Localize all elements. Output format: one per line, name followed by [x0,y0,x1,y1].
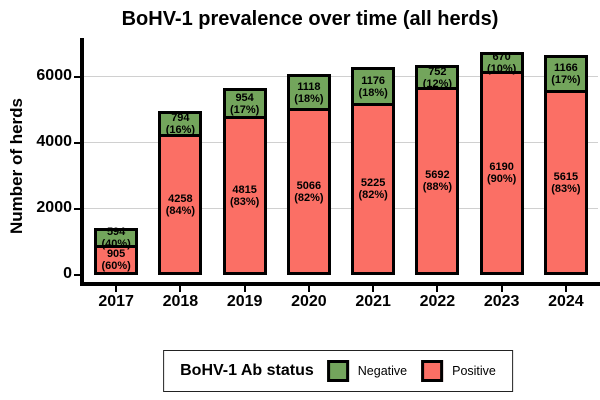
bar-2023-positive-percent: (90%) [486,173,517,185]
bar-2017-negative-percent: (40%) [101,238,131,250]
gridline-4000 [84,141,598,144]
bar-2017-positive-segment: 905 (60%) [94,245,139,275]
x-tick-2021 [372,286,375,292]
bar-2017-positive-value: 905 [106,248,126,260]
x-tick-2022 [436,286,439,292]
x-tick-2018 [179,286,182,292]
plot-panel: 594 (40%) 905 (60%) 794 (16%) 4258 (84%) 954 (17%… [84,38,598,275]
bar-2019: 954 (17%) 4815 (83%) [222,88,267,275]
x-tick-label-2023: 2023 [483,293,520,310]
bar-2021-positive-segment: 5225 (82%) [351,103,396,275]
bar-2019-positive-percent: (83%) [229,195,260,208]
bar-2018-negative-segment: 794 (16%) [158,111,203,137]
x-tick-2017 [115,286,118,292]
bar-2021-positive-value: 5225 [360,177,386,189]
bar-2024-negative-segment: 1166 (17%) [543,55,588,93]
bar-2018-negative-value: 794 [171,112,190,124]
x-tick-2023 [500,286,503,292]
x-tick-2019 [243,286,246,292]
bar-2021: 1176 (18%) 5225 (82%) [351,67,396,275]
legend-item-label-positive: Positive [452,364,496,378]
bar-2017-negative-segment: 594 (40%) [94,226,139,250]
bar-2021-negative-percent: (18%) [358,86,388,99]
bar-2022-positive-segment: 5692 (88%) [415,87,460,275]
bar-2024-negative-percent: (17%) [551,74,581,86]
bar-2023-positive-segment: 6190 (90%) [479,71,524,275]
bar-2019-positive-segment: 4815 (83%) [222,116,267,275]
bar-2017: 594 (40%) 905 (60%) [94,226,139,275]
bar-2022: 752 (12%) 5692 (88%) [415,65,460,275]
bar-2018-positive-percent: (84%) [165,204,196,217]
bar-2021-negative-segment: 1176 (18%) [351,67,396,106]
y-axis-line [80,38,84,286]
legend-item-positive: Positive [421,360,496,382]
bar-2022-negative-percent: (12%) [422,77,453,90]
bar-2018: 794 (16%) 4258 (84%) [158,111,203,275]
bar-2021-positive-percent: (82%) [358,189,388,201]
x-tick-label-2017: 2017 [98,293,134,310]
x-tick-label-2019: 2019 [226,293,263,310]
bar-2018-positive-value: 4258 [168,192,193,205]
bar-2023: 670 (10%) 6190 (90%) [479,51,524,275]
bar-2022-negative-segment: 752 (12%) [415,65,460,90]
bar-2024-positive-value: 5615 [553,170,579,183]
bar-2022-positive-percent: (88%) [422,181,453,193]
bar-2022-positive-value: 5692 [425,169,450,181]
bar-2023-negative-segment: 670 (10%) [479,51,524,75]
x-tick-label-2018: 2018 [162,293,199,310]
chart-title: BoHV-1 prevalence over time (all herds) [121,8,499,30]
bar-2018-positive-segment: 4258 (84%) [158,134,203,275]
legend-swatch-negative [326,360,349,382]
bar-2022-negative-value: 752 [428,65,447,78]
gridline-2000 [84,207,598,210]
x-tick-2020 [307,286,310,292]
bar-2024-negative-value: 1166 [553,62,578,74]
legend-item-label-negative: Negative [357,364,408,378]
legend-title: BoHV-1 Ab status [180,362,314,379]
bar-2020-negative-percent: (18%) [294,92,324,105]
bar-2017-negative-value: 594 [106,226,126,238]
bar-2024: 1166 (17%) 5615 (83%) [543,55,588,275]
bar-2020-negative-segment: 1118 (18%) [286,74,331,111]
y-tick-6000 [74,75,80,78]
y-tick-label-6000: 6000 [36,66,72,84]
gridline-6000 [84,75,598,78]
bar-2023-negative-value: 670 [492,51,511,63]
bar-2023-negative-percent: (10%) [486,63,517,75]
bar-2024-positive-segment: 5615 (83%) [543,90,588,275]
x-tick-label-2024: 2024 [548,293,584,310]
bar-2020-positive-percent: (82%) [294,191,324,204]
y-tick-2000 [74,207,80,210]
y-tick-label-4000: 4000 [36,132,72,150]
y-tick-label-0: 0 [63,265,72,282]
bar-2019-negative-segment: 954 (17%) [222,88,267,119]
bar-2020-positive-value: 5066 [296,179,322,192]
bar-2019-negative-percent: (17%) [229,103,260,116]
legend-item-negative: Negative [326,360,408,382]
legend-swatch-positive [421,360,444,382]
bar-2023-positive-value: 6190 [489,161,514,173]
bar-2020: 1118 (18%) 5066 (82%) [286,74,331,275]
bar-2021-negative-value: 1176 [361,74,386,87]
x-tick-2024 [564,286,567,292]
bar-2017-positive-percent: (60%) [101,260,131,272]
legend-items: Negative Positive [326,360,496,382]
y-tick-0 [74,274,80,276]
y-tick-4000 [74,141,80,144]
bar-2019-negative-value: 954 [235,91,254,104]
x-axis-line [80,282,600,286]
y-tick-label-2000: 2000 [36,198,72,216]
bar-2020-negative-value: 1118 [297,80,321,93]
bar-2024-positive-percent: (83%) [551,182,581,195]
bar-2019-positive-value: 4815 [232,183,257,196]
legend: BoHV-1 Ab status Negative Positive [163,350,513,392]
bar-2020-positive-segment: 5066 (82%) [286,108,331,275]
x-tick-label-2022: 2022 [419,293,456,310]
bar-2018-negative-percent: (16%) [165,124,196,136]
x-tick-label-2021: 2021 [355,293,391,310]
x-tick-label-2020: 2020 [291,293,327,310]
